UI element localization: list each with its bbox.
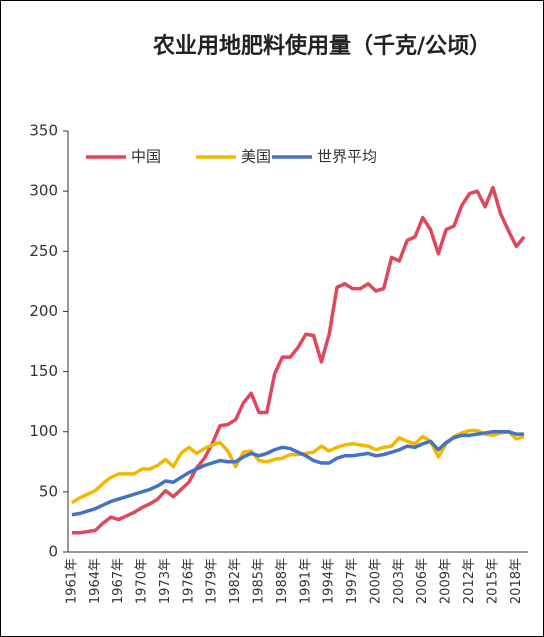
- x-tick-label: 2003年: [392, 558, 407, 604]
- y-tick-label: 0: [48, 543, 58, 561]
- legend-label: 中国: [131, 148, 161, 166]
- chart-title: 农业用地肥料使用量（千克/公顷）: [152, 33, 491, 59]
- x-tick-label: 1979年: [205, 558, 220, 604]
- x-tick-label: 1997年: [345, 558, 360, 604]
- x-tick-label: 1994年: [322, 558, 337, 604]
- y-tick-label: 100: [29, 422, 58, 440]
- x-tick-label: 2015年: [485, 558, 500, 604]
- x-tick-label: 1991年: [298, 558, 313, 604]
- y-tick-label: 150: [29, 362, 58, 380]
- x-tick-label: 1982年: [228, 558, 243, 604]
- x-tick-label: 1976年: [181, 558, 196, 604]
- x-tick-label: 2006年: [415, 558, 430, 604]
- x-tick-label: 1967年: [111, 558, 126, 604]
- y-tick-label: 50: [39, 482, 58, 500]
- series-line: [71, 429, 525, 517]
- x-tick-label: 1961年: [64, 558, 79, 604]
- y-tick-label: 350: [29, 122, 58, 140]
- x-tick-label: 2012年: [462, 558, 477, 604]
- x-tick-label: 2018年: [509, 558, 524, 604]
- y-tick-label: 300: [29, 182, 58, 200]
- x-tick-label: 1988年: [275, 558, 290, 604]
- x-tick-label: 1985年: [252, 558, 267, 604]
- x-tick-label: 2000年: [368, 558, 383, 604]
- x-tick-label: 1970年: [135, 558, 150, 604]
- x-tick-label: 1964年: [88, 558, 103, 604]
- legend-label: 世界平均: [317, 148, 377, 166]
- y-tick-label: 200: [29, 302, 58, 320]
- legend-label: 美国: [241, 148, 271, 166]
- y-tick-label: 250: [29, 242, 58, 260]
- series-line: [71, 185, 526, 535]
- x-tick-label: 1973年: [158, 558, 173, 604]
- x-tick-label: 2009年: [439, 558, 454, 604]
